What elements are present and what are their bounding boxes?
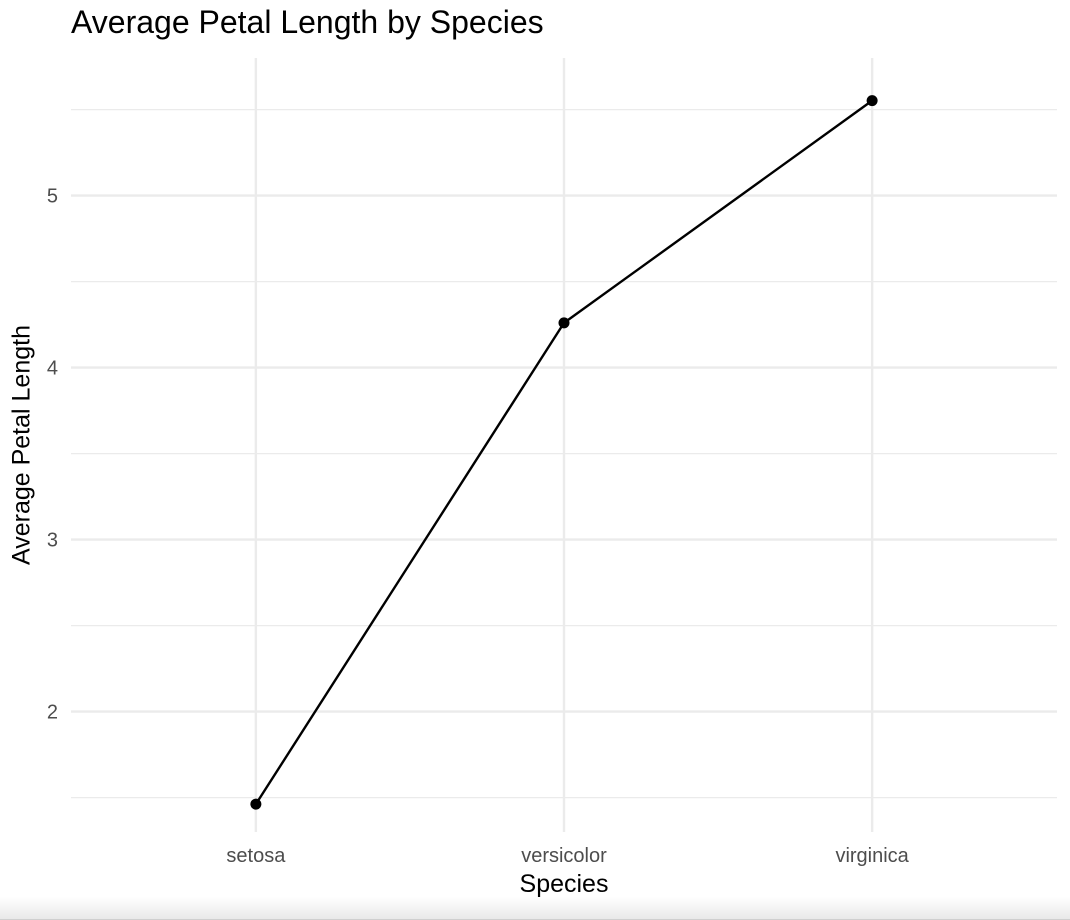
- data-point: [250, 798, 262, 810]
- window-bottom-edge: [0, 897, 1070, 920]
- y-axis-label: Average Petal Length: [7, 324, 36, 566]
- grid-lines: [71, 58, 1057, 832]
- y-tick-label: 5: [47, 186, 58, 208]
- data-series: [250, 95, 878, 810]
- x-tick-label: versicolor: [521, 845, 607, 867]
- y-tick-label: 3: [47, 530, 58, 552]
- x-tick-label: setosa: [226, 845, 286, 867]
- x-axis-label: Species: [519, 870, 609, 898]
- data-point: [558, 317, 570, 329]
- chart-title: Average Petal Length by Species: [71, 4, 544, 40]
- x-tick-label: virginica: [835, 845, 909, 867]
- axis-ticks: 2 3 4 5 setosa versicolor virginica: [47, 186, 910, 867]
- data-point: [866, 95, 878, 107]
- y-tick-label: 2: [47, 702, 58, 724]
- y-tick-label: 4: [47, 358, 58, 380]
